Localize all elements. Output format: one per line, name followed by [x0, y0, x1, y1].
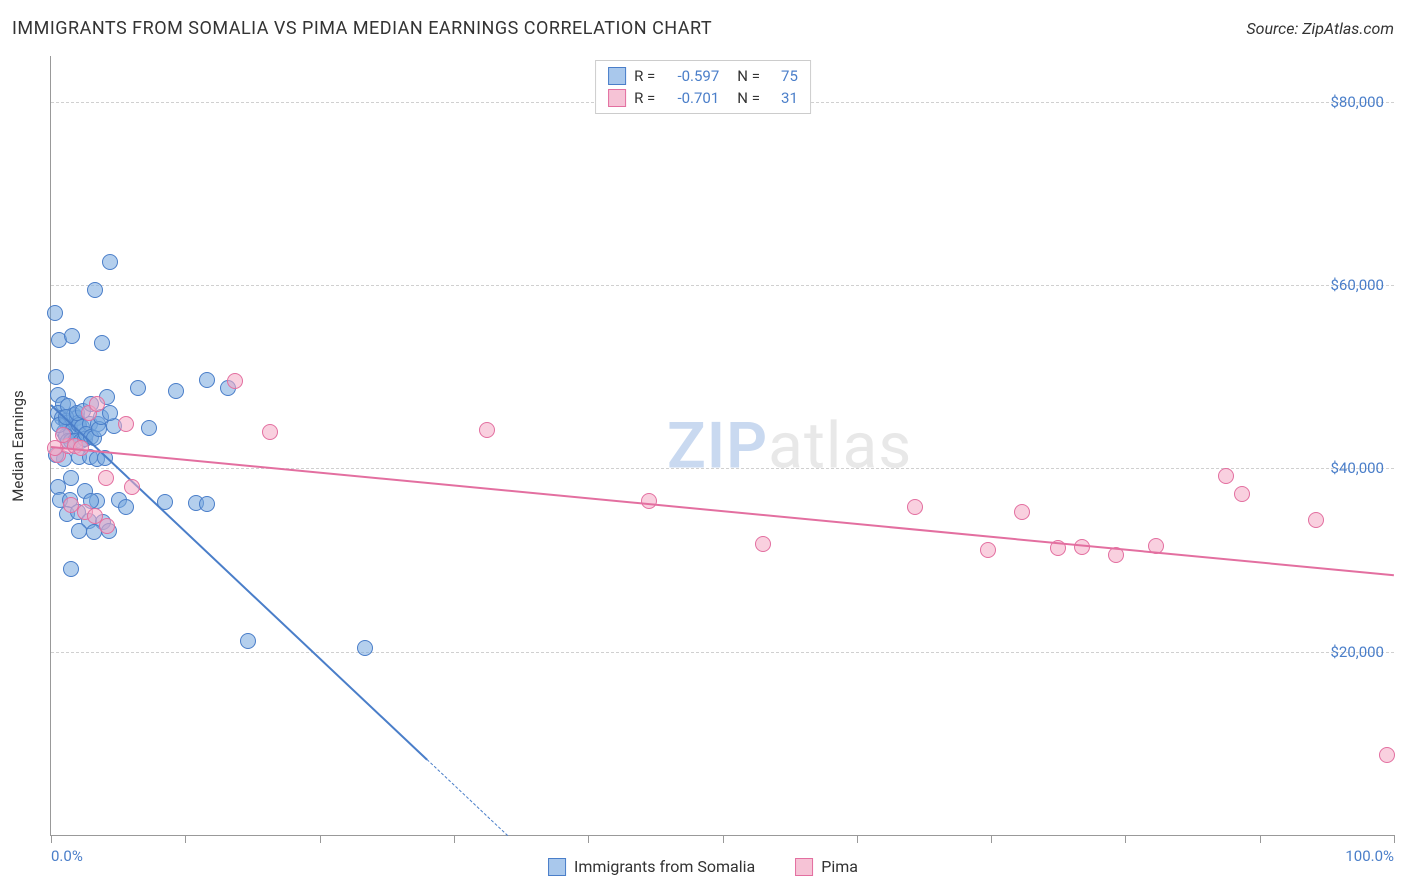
watermark-atlas: atlas [768, 408, 912, 483]
x-tick [1260, 835, 1261, 843]
legend-swatch [608, 89, 626, 107]
data-point-somalia [168, 383, 184, 399]
data-point-somalia [87, 282, 103, 298]
data-point-somalia [102, 254, 118, 270]
legend-n-label: N = [737, 67, 760, 85]
data-point-pima [1014, 504, 1030, 520]
legend-r-value: -0.597 [663, 67, 719, 85]
data-point-somalia [71, 523, 87, 539]
data-point-somalia [357, 640, 373, 656]
data-point-pima [1074, 539, 1090, 555]
gridline-h [51, 468, 1394, 469]
data-point-pima [99, 518, 115, 534]
data-point-pima [479, 422, 495, 438]
legend-n-label: N = [737, 89, 760, 107]
x-tick [454, 835, 455, 843]
data-point-pima [262, 424, 278, 440]
x-tick [1125, 835, 1126, 843]
data-point-somalia [63, 470, 79, 486]
data-point-pima [1308, 512, 1324, 528]
watermark-zip: ZIP [667, 408, 768, 483]
y-tick-label: $80,000 [1330, 93, 1384, 111]
chart-title: IMMIGRANTS FROM SOMALIA VS PIMA MEDIAN E… [12, 18, 712, 39]
data-point-somalia [141, 420, 157, 436]
watermark: ZIPatlas [667, 408, 912, 483]
data-point-somalia [64, 328, 80, 344]
title-bar: IMMIGRANTS FROM SOMALIA VS PIMA MEDIAN E… [12, 18, 1394, 39]
data-point-somalia [118, 499, 134, 515]
legend-item-pima: Pima [795, 857, 858, 876]
x-tick [51, 835, 52, 843]
plot-area: ZIPatlas $20,000$40,000$60,000$80,0000.0… [50, 56, 1394, 836]
legend-n-value: 31 [768, 89, 798, 107]
data-point-somalia [199, 496, 215, 512]
legend-series: Immigrants from Somalia Pima [548, 857, 858, 876]
data-point-somalia [130, 380, 146, 396]
source-attribution: Source: ZipAtlas.com [1246, 19, 1394, 38]
data-point-pima [980, 542, 996, 558]
data-point-pima [124, 479, 140, 495]
x-tick [588, 835, 589, 843]
x-tick-label: 0.0% [51, 847, 83, 865]
trend-line [427, 759, 508, 836]
legend-r-label: R = [634, 89, 655, 107]
gridline-h [51, 285, 1394, 286]
data-point-pima [1218, 468, 1234, 484]
data-point-somalia [48, 369, 64, 385]
x-tick-label: 100.0% [1345, 847, 1394, 865]
trend-line [51, 446, 1394, 576]
legend-stat-row-pima: R = -0.701 N = 31 [596, 87, 810, 109]
gridline-h [51, 652, 1394, 653]
legend-series-name: Pima [821, 857, 858, 876]
legend-series-name: Immigrants from Somalia [574, 857, 755, 876]
data-point-somalia [199, 372, 215, 388]
data-point-somalia [94, 335, 110, 351]
data-point-pima [118, 416, 134, 432]
legend-stat-row-somalia: R = -0.597 N = 75 [596, 65, 810, 87]
x-tick [1394, 835, 1395, 843]
y-axis-title: Median Earnings [9, 390, 27, 501]
legend-swatch [608, 67, 626, 85]
y-tick-label: $20,000 [1330, 643, 1384, 661]
legend-swatch [795, 858, 813, 876]
legend-n-value: 75 [768, 67, 798, 85]
trend-line [50, 405, 427, 761]
data-point-somalia [102, 405, 118, 421]
legend-stats: R = -0.597 N = 75 R = -0.701 N = 31 [595, 60, 811, 114]
data-point-somalia [240, 633, 256, 649]
data-point-pima [907, 499, 923, 515]
data-point-pima [55, 427, 71, 443]
data-point-somalia [63, 561, 79, 577]
legend-item-somalia: Immigrants from Somalia [548, 857, 755, 876]
x-tick [185, 835, 186, 843]
data-point-pima [227, 373, 243, 389]
plot-wrap: Median Earnings ZIPatlas $20,000$40,000$… [50, 56, 1394, 836]
legend-swatch [548, 858, 566, 876]
data-point-pima [641, 493, 657, 509]
x-tick [723, 835, 724, 843]
data-point-pima [1234, 486, 1250, 502]
y-tick-label: $40,000 [1330, 459, 1384, 477]
y-tick-label: $60,000 [1330, 276, 1384, 294]
data-point-pima [1379, 747, 1395, 763]
data-point-pima [89, 396, 105, 412]
data-point-pima [755, 536, 771, 552]
x-tick [991, 835, 992, 843]
data-point-pima [98, 470, 114, 486]
data-point-somalia [47, 305, 63, 321]
legend-r-label: R = [634, 67, 655, 85]
legend-r-value: -0.701 [663, 89, 719, 107]
x-tick [320, 835, 321, 843]
x-tick [857, 835, 858, 843]
